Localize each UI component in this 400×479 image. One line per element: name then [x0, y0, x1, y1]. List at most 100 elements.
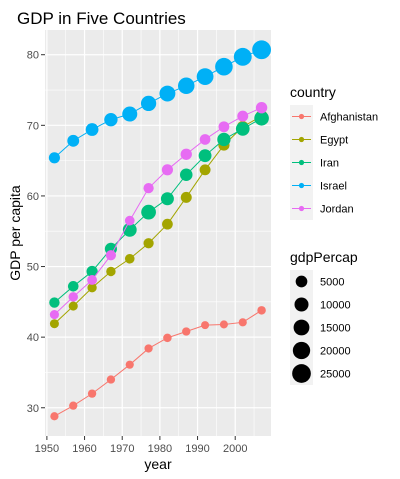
size-legend-point: [294, 297, 309, 312]
data-point-jordan: [218, 121, 230, 133]
series-layer: [48, 40, 271, 421]
y-tick-label: 80: [27, 50, 39, 62]
data-point-afghanistan: [238, 318, 247, 327]
data-point-israel: [215, 57, 233, 76]
legend-key-point: [298, 159, 305, 166]
data-point-egypt: [87, 283, 97, 293]
size-legend-point: [295, 275, 308, 288]
data-point-afghanistan: [257, 306, 266, 315]
size-legend-point: [292, 341, 311, 360]
data-point-jordan: [87, 275, 98, 285]
data-point-egypt: [199, 164, 211, 176]
y-tick-label: 50: [27, 262, 39, 274]
y-axis-label: GDP per capita: [7, 185, 23, 281]
data-point-afghanistan: [182, 327, 191, 336]
data-point-egypt: [49, 319, 59, 329]
data-point-iran: [141, 204, 156, 220]
colour-legend: country Afghanistan Egypt Iran Israel Jordan: [290, 84, 378, 220]
data-point-egypt: [162, 218, 173, 230]
legend-key-point: [298, 113, 305, 120]
data-point-jordan: [199, 134, 211, 145]
size-legend-label: 20000: [320, 346, 351, 358]
data-point-afghanistan: [201, 321, 210, 330]
x-tick-label: 1970: [110, 443, 134, 455]
grid-lines: [45, 30, 271, 436]
colour-legend-title: country: [290, 84, 336, 100]
data-point-afghanistan: [106, 375, 116, 384]
legend-label: Iran: [320, 158, 339, 170]
data-point-afghanistan: [69, 401, 78, 410]
data-point-afghanistan: [50, 412, 59, 421]
series-israel: [48, 40, 271, 164]
y-tick-label: 40: [27, 332, 39, 344]
x-axis-label: year: [144, 456, 172, 472]
data-point-afghanistan: [87, 389, 97, 398]
data-point-israel: [140, 95, 157, 112]
size-legend-item: 15000: [290, 316, 351, 339]
data-point-afghanistan: [125, 360, 134, 369]
size-legend-label: 10000: [320, 300, 351, 312]
y-tick-label: 70: [27, 120, 39, 132]
data-point-iran: [179, 168, 193, 182]
size-legend-item: 20000: [290, 339, 351, 362]
size-legend-label: 15000: [320, 323, 351, 335]
colour-legend-item-afghanistan: Afghanistan: [290, 105, 378, 128]
chart-title: GDP in Five Countries: [17, 9, 186, 28]
data-point-iran: [217, 132, 231, 147]
colour-legend-item-jordan: Jordan: [290, 197, 354, 220]
data-point-israel: [67, 134, 80, 147]
data-point-iran: [160, 192, 174, 206]
colour-legend-item-israel: Israel: [290, 174, 347, 197]
data-point-egypt: [180, 191, 192, 203]
data-point-israel: [196, 68, 214, 85]
size-legend-label: 5000: [320, 277, 344, 289]
series-jordan: [49, 101, 268, 320]
data-point-jordan: [255, 101, 268, 114]
data-point-iran: [198, 149, 212, 163]
data-point-jordan: [124, 215, 135, 226]
data-point-jordan: [105, 250, 117, 261]
data-point-israel: [252, 40, 271, 60]
x-tick-label: 2000: [223, 443, 247, 455]
data-point-egypt: [143, 238, 154, 249]
data-point-jordan: [143, 183, 154, 194]
legend-key-point: [298, 182, 305, 189]
data-point-jordan: [161, 164, 174, 176]
size-legend: gdpPercap 5000 10000 15000 20000 25000: [290, 249, 358, 385]
x-tick-label: 1990: [185, 443, 209, 455]
data-point-iran: [86, 265, 98, 278]
data-point-jordan: [180, 148, 192, 160]
size-legend-item: 5000: [290, 270, 344, 293]
size-legend-point: [292, 364, 311, 383]
data-point-iran: [235, 122, 250, 136]
data-point-israel: [233, 47, 252, 66]
y-tick-label: 30: [27, 403, 39, 415]
data-point-afghanistan: [144, 344, 153, 353]
colour-legend-item-iran: Iran: [290, 151, 339, 174]
size-legend-item: 25000: [290, 362, 351, 385]
axes: 1950 1960 1970 1980 1990 2000 30 40 50 60 70 80: [27, 50, 248, 455]
legend-label: Israel: [320, 181, 347, 193]
data-point-iran: [254, 110, 269, 126]
legend-key-point: [298, 136, 305, 143]
data-point-jordan: [49, 309, 59, 320]
series-afghanistan: [50, 306, 266, 421]
data-point-israel: [122, 106, 138, 122]
data-point-egypt: [124, 253, 135, 264]
data-point-iran: [67, 281, 79, 292]
data-point-egypt: [106, 266, 116, 277]
data-point-afghanistan: [219, 320, 228, 329]
data-point-afghanistan: [163, 333, 172, 343]
x-tick-label: 1960: [72, 443, 96, 455]
size-legend-item: 10000: [290, 293, 351, 316]
series-iran: [49, 110, 269, 308]
legend-label: Jordan: [320, 204, 354, 216]
data-point-israel: [48, 152, 60, 164]
size-legend-label: 25000: [320, 369, 351, 381]
data-point-israel: [104, 113, 118, 127]
colour-legend-item-egypt: Egypt: [290, 128, 348, 151]
x-tick-label: 1980: [148, 443, 172, 455]
size-legend-title: gdpPercap: [290, 249, 358, 265]
legend-label: Egypt: [320, 135, 348, 147]
